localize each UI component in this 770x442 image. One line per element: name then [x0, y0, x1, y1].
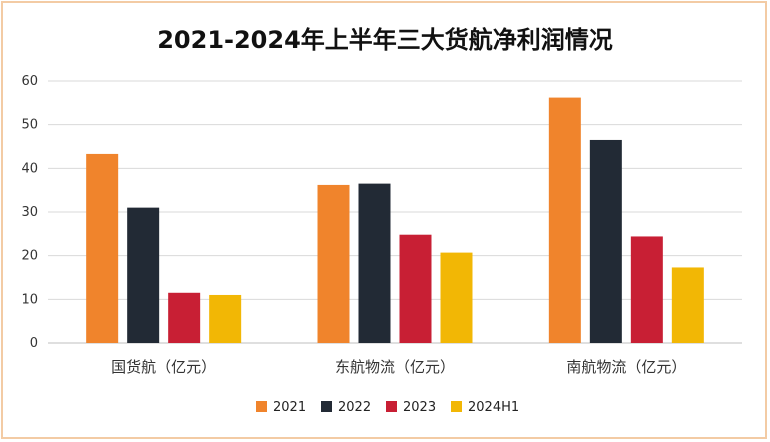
y-tick-label: 0	[30, 336, 38, 351]
y-tick-label: 60	[21, 74, 38, 89]
chart-title: 2021-2024年上半年三大货航净利润情况	[157, 26, 613, 54]
category-label: 南航物流（亿元）	[566, 358, 686, 376]
y-tick-label: 10	[21, 292, 38, 307]
bar-2022-1	[358, 183, 391, 343]
bar-2023-0	[168, 292, 201, 343]
y-tick-label: 50	[21, 118, 38, 133]
y-tick-label: 40	[21, 161, 38, 176]
bar-2022-2	[589, 139, 622, 343]
y-axis-ticks: 0 10 20 30 40 50 60	[21, 74, 38, 351]
legend-swatch-2023	[386, 401, 397, 412]
y-tick-label: 20	[21, 249, 38, 264]
bar-2021-2	[548, 97, 581, 344]
x-axis-categories: 国货航（亿元） 东航物流（亿元） 南航物流（亿元）	[111, 358, 686, 376]
bar-2024H1-0	[209, 294, 242, 343]
legend-label: 2022	[338, 400, 371, 415]
bar-2023-2	[630, 236, 663, 343]
y-tick-label: 30	[21, 205, 38, 220]
legend-label: 2024H1	[468, 400, 519, 415]
legend-swatch-2022	[321, 401, 332, 412]
bar-2022-0	[127, 207, 160, 343]
bar-2021-1	[317, 184, 350, 343]
legend-swatch-2024H1	[451, 401, 462, 412]
category-label: 东航物流（亿元）	[335, 358, 455, 376]
legend-label: 2021	[273, 400, 306, 415]
gridlines	[48, 80, 742, 344]
legend-label: 2023	[403, 400, 436, 415]
bar-2023-1	[399, 234, 432, 343]
bar-2024H1-1	[440, 252, 473, 343]
legend-swatch-2021	[256, 401, 267, 412]
bar-2024H1-2	[671, 267, 704, 343]
legend: 2021 2022 2023 2024H1	[256, 400, 519, 415]
bars	[86, 97, 704, 344]
bar-2021-0	[86, 153, 119, 343]
category-label: 国货航（亿元）	[111, 358, 216, 376]
